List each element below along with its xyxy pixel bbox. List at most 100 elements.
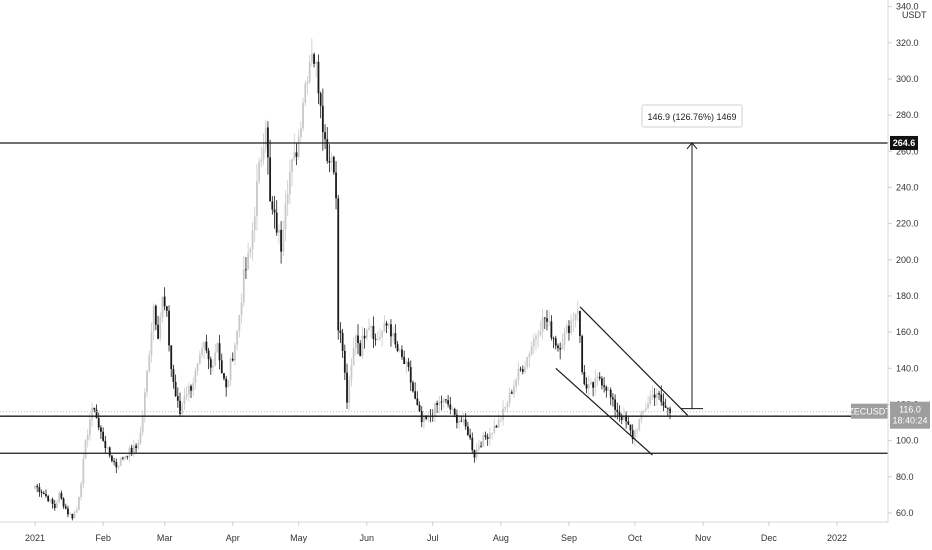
candle-body bbox=[440, 401, 443, 403]
candle-body bbox=[447, 400, 450, 405]
candle-body bbox=[390, 324, 392, 337]
candle-body bbox=[95, 409, 98, 418]
candle-body bbox=[537, 335, 540, 337]
candle-body bbox=[332, 156, 335, 173]
candle bbox=[594, 369, 597, 396]
y-tick-label: 240.0 bbox=[896, 182, 919, 192]
candle-body bbox=[93, 407, 96, 410]
candle bbox=[319, 91, 322, 119]
candle bbox=[194, 367, 197, 390]
candle-body bbox=[288, 172, 291, 195]
candle bbox=[126, 455, 129, 460]
candle-body bbox=[616, 409, 619, 413]
candle-body bbox=[306, 81, 309, 84]
candle bbox=[409, 360, 412, 391]
candle bbox=[620, 413, 623, 425]
candle-body bbox=[104, 440, 107, 449]
candle-body bbox=[357, 335, 359, 344]
candle bbox=[436, 400, 439, 414]
candle bbox=[561, 333, 564, 350]
candle bbox=[330, 152, 333, 172]
candle-body bbox=[482, 435, 485, 447]
candle bbox=[655, 388, 658, 406]
candle bbox=[214, 343, 217, 367]
candle bbox=[203, 341, 206, 359]
candle-body bbox=[67, 508, 69, 515]
candle-body bbox=[653, 394, 656, 398]
candle bbox=[108, 446, 111, 458]
candle-body bbox=[297, 136, 300, 157]
candle-body bbox=[273, 209, 276, 213]
candle bbox=[207, 347, 210, 370]
candle bbox=[190, 384, 192, 399]
candle bbox=[209, 356, 212, 375]
candle-body bbox=[45, 494, 47, 497]
measure-label: 146.9 (126.76%) 1469 bbox=[647, 112, 736, 122]
candle-body bbox=[317, 61, 320, 94]
candle bbox=[515, 377, 518, 392]
candle-body bbox=[352, 348, 355, 366]
candle-body bbox=[280, 229, 283, 252]
candle-body bbox=[535, 336, 537, 340]
candle bbox=[249, 247, 252, 258]
candle bbox=[115, 458, 118, 474]
candle bbox=[256, 164, 258, 231]
candle bbox=[91, 402, 94, 427]
candle bbox=[491, 432, 493, 440]
candle-body bbox=[557, 345, 559, 349]
candle-body bbox=[115, 461, 118, 468]
candle bbox=[622, 407, 625, 421]
candle-body bbox=[269, 157, 272, 202]
candle-body bbox=[326, 139, 329, 162]
candle bbox=[124, 455, 126, 461]
candle bbox=[187, 382, 190, 402]
candle-body bbox=[124, 456, 126, 459]
candle-body bbox=[238, 314, 241, 331]
candle bbox=[403, 350, 406, 365]
candle-body bbox=[60, 493, 63, 499]
candle-body bbox=[205, 341, 208, 351]
candle bbox=[269, 139, 272, 202]
candle-body bbox=[638, 419, 641, 430]
candle-body bbox=[504, 407, 507, 409]
candle bbox=[82, 452, 85, 489]
candle-body bbox=[418, 405, 421, 412]
candle bbox=[649, 390, 652, 406]
candle bbox=[442, 397, 445, 409]
x-tick-label: Feb bbox=[95, 533, 111, 543]
candle-body bbox=[271, 201, 274, 210]
candle-body bbox=[649, 396, 652, 404]
x-tick-label: Oct bbox=[628, 533, 643, 543]
candle-body bbox=[658, 393, 660, 395]
candle-body bbox=[245, 269, 247, 271]
candle bbox=[350, 358, 353, 387]
candle-body bbox=[130, 447, 133, 453]
x-axis[interactable]: 2021 Feb Mar Apr May Jun Jul Aug Sep Oct Nov Dec 202… bbox=[0, 521, 888, 543]
candle bbox=[113, 457, 116, 466]
candle-body bbox=[502, 408, 504, 420]
candle-body bbox=[284, 203, 287, 230]
candle bbox=[647, 396, 649, 410]
candle bbox=[666, 407, 669, 417]
candle-body bbox=[570, 320, 573, 334]
candle bbox=[482, 431, 485, 448]
candle-body bbox=[387, 324, 390, 326]
y-axis[interactable]: USDT 60.080.0100.0120.0140.0160.0180.020… bbox=[887, 0, 930, 522]
candle bbox=[328, 144, 331, 173]
candle-body bbox=[374, 338, 377, 340]
candle-body bbox=[330, 156, 333, 163]
candle-body bbox=[412, 382, 414, 392]
resistance-tag bbox=[890, 135, 918, 150]
candle-body bbox=[513, 386, 515, 394]
channel-lower-line bbox=[555, 367, 653, 456]
candle-body bbox=[416, 398, 419, 406]
candle bbox=[111, 455, 113, 463]
candle bbox=[616, 402, 619, 420]
candle bbox=[521, 365, 524, 375]
candle-body bbox=[78, 496, 80, 510]
candle bbox=[170, 345, 173, 378]
candle-body bbox=[445, 399, 447, 401]
candle bbox=[251, 222, 254, 261]
candle-body bbox=[214, 352, 217, 366]
